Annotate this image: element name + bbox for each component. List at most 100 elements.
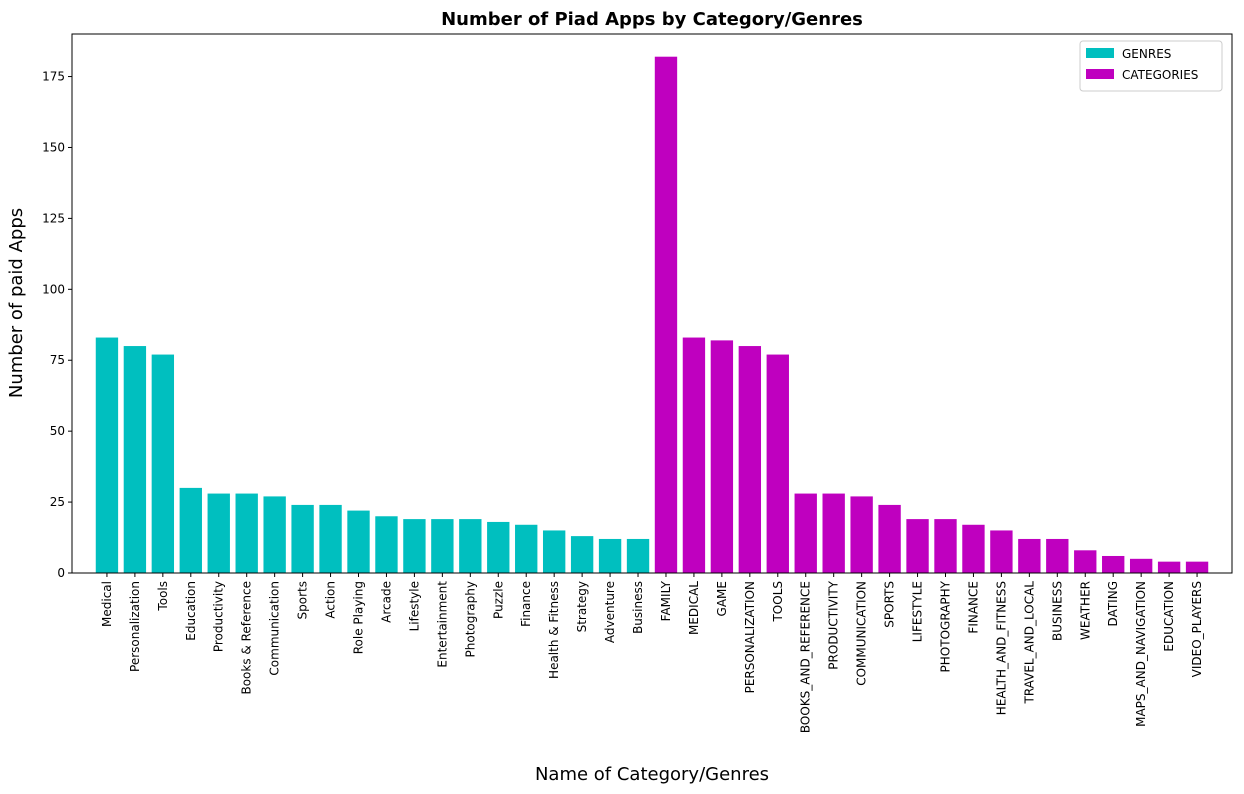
bar-game bbox=[710, 340, 734, 573]
x-axis-title: Name of Category/Genres bbox=[535, 764, 769, 785]
x-tick-label: VIDEO_PLAYERS bbox=[1190, 581, 1204, 677]
x-tick-label: DATING bbox=[1106, 581, 1120, 626]
y-tick-label: 50 bbox=[50, 424, 65, 438]
bar-sports bbox=[878, 504, 901, 573]
bar-lifestyle bbox=[403, 519, 426, 573]
bar-productivity bbox=[822, 493, 845, 573]
x-tick-label: Photography bbox=[463, 581, 477, 657]
x-tick-label: Medical bbox=[100, 581, 114, 627]
legend-swatch-genres bbox=[1086, 48, 1114, 58]
x-tick-label: Lifestyle bbox=[407, 581, 421, 631]
x-tick-label: Business bbox=[631, 581, 645, 634]
bar-business bbox=[1046, 538, 1069, 573]
x-tick-label: Productivity bbox=[212, 581, 226, 652]
x-tick-label: GAME bbox=[715, 581, 729, 616]
legend-label-categories: CATEGORIES bbox=[1122, 68, 1198, 82]
bar-video-players bbox=[1185, 561, 1209, 573]
bar-finance bbox=[515, 524, 538, 573]
x-tick-label: Puzzle bbox=[491, 581, 505, 619]
bar-action bbox=[319, 504, 342, 573]
bar-arcade bbox=[375, 516, 398, 573]
bar-business bbox=[626, 538, 650, 573]
bar-puzzle bbox=[487, 521, 510, 573]
x-tick-label: TRAVEL_AND_LOCAL bbox=[1022, 581, 1036, 705]
bar-dating bbox=[1102, 555, 1125, 573]
bar-health-fitness bbox=[542, 530, 566, 573]
x-tick-label: BOOKS_AND_REFERENCE bbox=[799, 581, 813, 733]
x-tick-label: WEATHER bbox=[1078, 581, 1092, 640]
x-tick-label: PRODUCTIVITY bbox=[827, 580, 841, 669]
x-tick-label: MEDICAL bbox=[687, 581, 701, 635]
x-tick-label: EDUCATION bbox=[1162, 581, 1176, 652]
y-tick-label: 125 bbox=[42, 211, 65, 225]
x-tick-label: Entertainment bbox=[435, 581, 449, 668]
bar-strategy bbox=[570, 536, 594, 573]
bar-photography bbox=[459, 519, 482, 573]
legend-box bbox=[1079, 40, 1223, 92]
x-tick-label: Tools bbox=[156, 581, 170, 612]
y-axis: 0 25 50 75 100 125 150 175 bbox=[42, 70, 72, 580]
x-axis: Medical Personalization Tools Education Prod… bbox=[100, 573, 1204, 733]
x-tick-label: TOOLS bbox=[771, 581, 785, 623]
x-tick-label: Role Playing bbox=[352, 581, 366, 654]
x-tick-label: MAPS_AND_NAVIGATION bbox=[1134, 581, 1148, 727]
x-tick-label: Adventure bbox=[603, 581, 617, 643]
bar-photography bbox=[934, 519, 957, 573]
x-tick-label: PERSONALIZATION bbox=[743, 581, 757, 693]
bar-communication bbox=[850, 496, 873, 573]
bar-maps-and-navigation bbox=[1129, 558, 1153, 573]
legend: GENRES CATEGORIES bbox=[1079, 40, 1223, 92]
bar-medical bbox=[95, 337, 119, 573]
x-tick-label: FAMILY bbox=[659, 580, 673, 621]
x-tick-label: Books & Reference bbox=[240, 581, 254, 695]
x-tick-label: BUSINESS bbox=[1050, 581, 1064, 641]
bar-role-playing bbox=[347, 510, 370, 573]
x-tick-label: SPORTS bbox=[883, 581, 897, 628]
x-tick-label: PHOTOGRAPHY bbox=[938, 580, 952, 672]
x-tick-label: FINANCE bbox=[966, 581, 980, 634]
bar-lifestyle bbox=[906, 519, 929, 573]
bar-communication bbox=[263, 496, 286, 573]
x-tick-label: Personalization bbox=[128, 581, 142, 672]
bar-finance bbox=[962, 524, 985, 573]
x-tick-label: Education bbox=[184, 581, 198, 641]
x-tick-label: Communication bbox=[268, 581, 282, 676]
bar-books-reference bbox=[235, 493, 258, 573]
x-tick-label: Finance bbox=[519, 581, 533, 627]
y-tick-label: 25 bbox=[50, 495, 65, 509]
bar-adventure bbox=[598, 538, 622, 573]
bar-weather bbox=[1074, 550, 1097, 573]
y-tick-label: 100 bbox=[42, 282, 65, 296]
bar-travel-and-local bbox=[1018, 538, 1041, 573]
bar-sports bbox=[291, 504, 314, 573]
y-axis-title: Number of paid Apps bbox=[6, 208, 27, 398]
bar-personalization bbox=[123, 346, 147, 573]
x-tick-label: Health & Fitness bbox=[547, 581, 561, 679]
x-tick-label: Arcade bbox=[379, 581, 393, 623]
x-tick-label: Sports bbox=[296, 581, 310, 619]
bar-education bbox=[1157, 561, 1181, 573]
bar-personalization bbox=[738, 346, 762, 573]
legend-label-genres: GENRES bbox=[1122, 47, 1171, 61]
bar-books-and-reference bbox=[794, 493, 817, 573]
x-tick-label: Action bbox=[324, 581, 338, 619]
bar-tools bbox=[766, 354, 789, 573]
bar-entertainment bbox=[431, 519, 454, 573]
y-tick-label: 75 bbox=[50, 353, 65, 367]
x-tick-label: Strategy bbox=[575, 581, 589, 632]
y-tick-label: 150 bbox=[42, 140, 65, 154]
y-tick-label: 0 bbox=[57, 566, 65, 580]
x-tick-label: HEALTH_AND_FITNESS bbox=[994, 581, 1008, 715]
y-tick-label: 175 bbox=[42, 70, 65, 84]
bar-health-and-fitness bbox=[990, 530, 1013, 573]
chart-title: Number of Piad Apps by Category/Genres bbox=[441, 9, 863, 30]
plot-frame bbox=[71, 33, 1233, 574]
bar-tools bbox=[151, 354, 175, 573]
x-tick-label: COMMUNICATION bbox=[855, 581, 869, 686]
x-tick-label: LIFESTYLE bbox=[911, 581, 925, 642]
bar-education bbox=[179, 487, 202, 573]
bar-medical bbox=[682, 337, 706, 573]
bars-group bbox=[95, 56, 1209, 573]
